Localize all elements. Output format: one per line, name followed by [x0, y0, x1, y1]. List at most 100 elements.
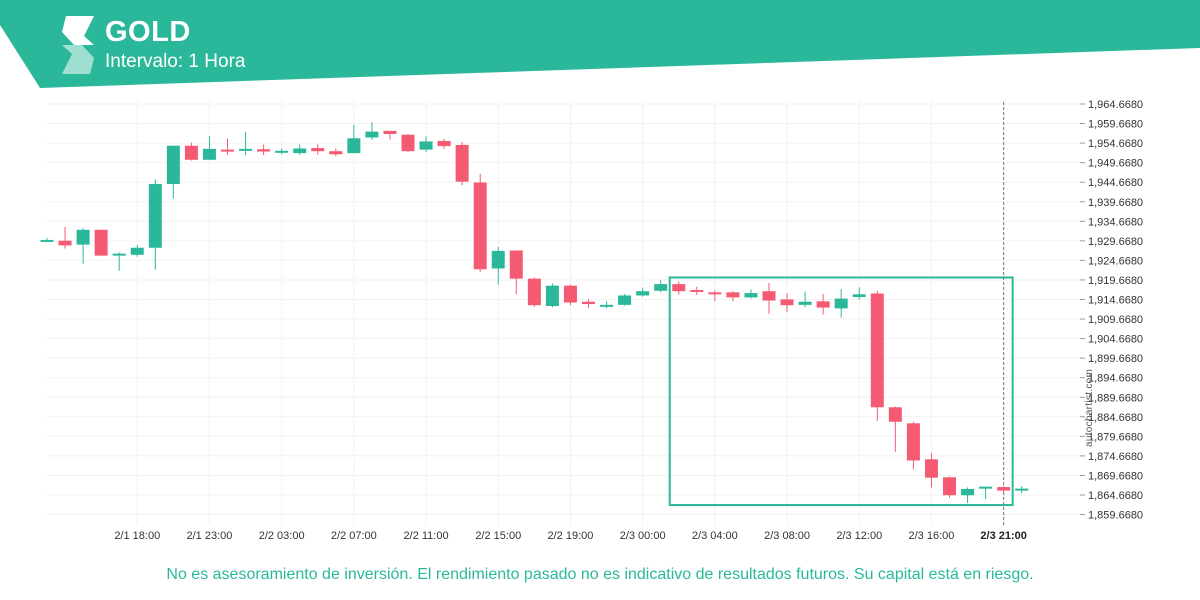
- x-tick-label: 2/2 07:00: [331, 530, 377, 542]
- candle-body: [943, 477, 956, 496]
- autochartist-logo-icon: [62, 16, 94, 74]
- candle-body: [130, 247, 144, 255]
- candle-body: [509, 250, 523, 279]
- candles: [40, 122, 1029, 504]
- x-tick-label: 2/2 15:00: [475, 530, 521, 542]
- x-tick-label: 2/2 11:00: [404, 530, 449, 542]
- y-tick-label: 1,874.6680: [1088, 451, 1143, 463]
- highlight-rect: [668, 276, 1014, 507]
- x-tick-label: 2/3 21:00: [980, 530, 1026, 542]
- x-tick-label: 2/3 00:00: [620, 530, 666, 542]
- candle: [148, 179, 162, 270]
- candle: [654, 280, 668, 293]
- candle: [112, 252, 126, 271]
- candle: [257, 144, 271, 156]
- x-tick-label: 2/2 19:00: [548, 530, 594, 542]
- candle: [726, 290, 740, 302]
- y-tick-label: 1,924.6680: [1088, 255, 1143, 267]
- candle: [202, 135, 216, 160]
- candle-body: [293, 148, 307, 154]
- candle: [762, 282, 776, 314]
- y-tick-label: 1,884.6680: [1088, 412, 1143, 424]
- candle-body: [275, 150, 289, 153]
- candle: [239, 131, 253, 156]
- y-tick-label: 1,869.6680: [1088, 470, 1143, 482]
- x-tick-label: 2/3 04:00: [692, 530, 738, 542]
- y-axis-tick-labels: 1,964.6680 1,959.6680 1,954.6680 1,949.6680…: [1080, 99, 1143, 522]
- candle: [690, 286, 704, 296]
- candle-body: [329, 151, 343, 155]
- candle-body: [419, 141, 433, 150]
- y-tick-label: 1,954.6680: [1088, 138, 1143, 150]
- y-tick-label: 1,914.6680: [1088, 295, 1143, 307]
- y-tick-label: 1,964.6680: [1088, 99, 1143, 111]
- candle: [40, 237, 54, 242]
- candle: [455, 142, 469, 186]
- candle-body: [636, 291, 650, 296]
- y-tick-label: 1,864.6680: [1088, 490, 1143, 502]
- x-tick-label: 2/3 12:00: [836, 530, 882, 542]
- candle: [961, 487, 975, 504]
- candle-body: [563, 285, 577, 303]
- candle-body: [545, 285, 559, 307]
- candle-body: [997, 487, 1011, 491]
- candle-body: [852, 294, 866, 298]
- interval-label: Intervalo: 1 Hora: [105, 51, 246, 72]
- candle: [473, 173, 487, 273]
- candle: [76, 228, 90, 264]
- instrument-title: GOLD: [105, 16, 191, 48]
- candle-body: [473, 182, 487, 270]
- header-banner: [0, 0, 1200, 88]
- candle: [94, 229, 108, 257]
- candle-body: [239, 148, 253, 151]
- y-tick-label: 1,894.6680: [1088, 373, 1143, 385]
- y-tick-label: 1,949.6680: [1088, 158, 1143, 170]
- y-tick-label: 1,919.6680: [1088, 275, 1143, 287]
- candle: [491, 246, 505, 285]
- candle-body: [491, 250, 505, 269]
- candle: [780, 293, 794, 313]
- candle: [672, 281, 686, 295]
- candle-body: [834, 298, 848, 309]
- candle-body: [654, 284, 668, 291]
- y-tick-label: 1,959.6680: [1088, 119, 1143, 131]
- y-tick-label: 1,929.6680: [1088, 236, 1143, 248]
- candle: [383, 130, 397, 140]
- candle: [924, 453, 938, 488]
- candle-body: [58, 240, 72, 246]
- candle: [744, 289, 758, 299]
- candle: [870, 290, 884, 421]
- candle-body: [311, 148, 325, 152]
- y-tick-label: 1,889.6680: [1088, 392, 1143, 404]
- candle: [329, 148, 343, 157]
- candle: [509, 250, 523, 295]
- candle: [527, 277, 541, 307]
- candle-body: [166, 145, 180, 185]
- candle: [997, 486, 1011, 495]
- y-tick-label: 1,899.6680: [1088, 353, 1143, 365]
- candle-body: [455, 144, 469, 182]
- candle-body: [780, 299, 794, 306]
- candle-body: [600, 304, 614, 307]
- candle-body: [961, 489, 975, 496]
- candle-body: [870, 293, 884, 408]
- candle-body: [184, 145, 198, 160]
- candle-body: [221, 149, 234, 152]
- candle: [130, 245, 144, 257]
- candle-body: [708, 292, 722, 295]
- candle-body: [762, 291, 776, 301]
- x-tick-label: 2/3 16:00: [909, 530, 955, 542]
- pattern-highlight-box: [668, 276, 1014, 507]
- candle-body: [401, 134, 415, 152]
- y-tick-label: 1,859.6680: [1088, 510, 1143, 522]
- candle: [834, 289, 848, 318]
- candle-body: [40, 239, 54, 242]
- candle: [221, 138, 234, 155]
- candle-body: [94, 229, 108, 256]
- candle-body: [798, 301, 812, 305]
- x-tick-label: 2/1 18:00: [114, 530, 160, 542]
- banner-shape: [0, 0, 1200, 88]
- candle: [563, 284, 577, 306]
- candle-body: [726, 292, 740, 298]
- y-tick-label: 1,944.6680: [1088, 177, 1143, 189]
